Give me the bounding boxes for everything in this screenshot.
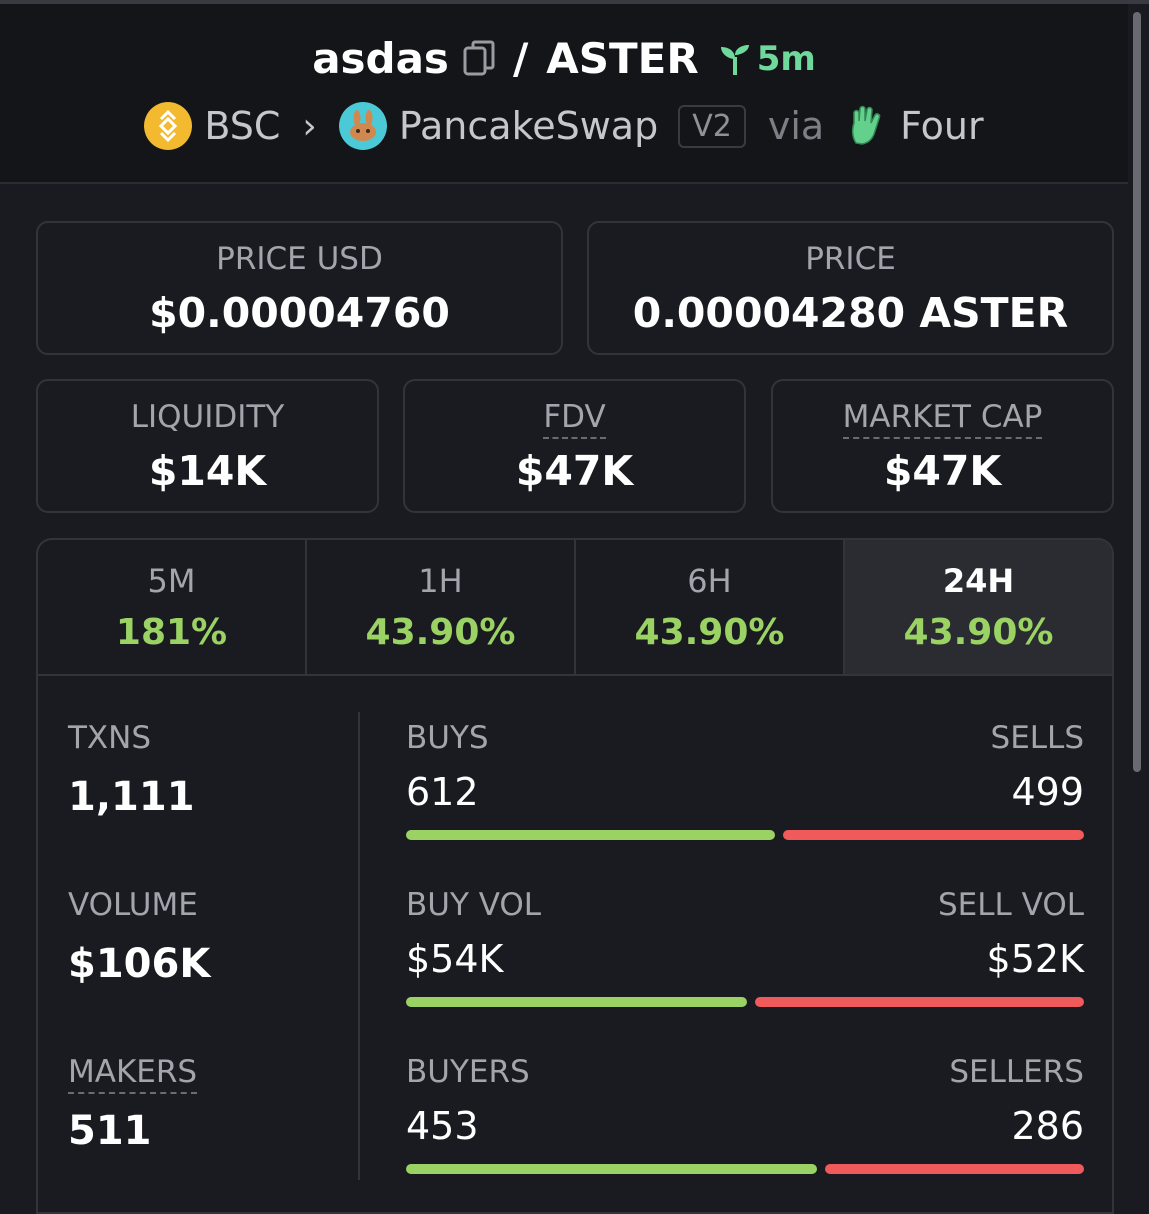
tab-change: 43.90% [903, 612, 1054, 653]
tab-label: 6H [687, 562, 732, 600]
via-label: via [767, 104, 825, 148]
liquidity-label: LIQUIDITY [130, 399, 285, 435]
scrollbar-thumb[interactable] [1133, 12, 1141, 772]
price-native-label: PRICE [805, 241, 896, 277]
sell-vol-value: $52K [986, 937, 1084, 981]
buyers-ratio-bar [406, 1164, 1084, 1174]
bsc-logo-icon [144, 102, 193, 150]
four-logo-icon [846, 105, 886, 147]
sells-label: SELLS [990, 720, 1084, 756]
fdv-card: FDV $47K [403, 379, 746, 513]
sell-vol-label: SELL VOL [938, 887, 1084, 923]
txns-value: 1,111 [68, 774, 195, 820]
volume-split-stat: BUY VOL SELL VOL $54K $52K [406, 887, 1084, 1007]
pair-age-value: 5m [756, 38, 816, 79]
price-usd-card: PRICE USD $0.00004760 [36, 221, 563, 355]
buyers-sellers-stat: BUYERS SELLERS 453 286 [406, 1054, 1084, 1174]
tab-24h[interactable]: 24H 43.90% [845, 540, 1112, 676]
price-native-value: 0.00004280 ASTER [632, 289, 1069, 337]
buyers-label: BUYERS [406, 1054, 530, 1090]
volume-stat: VOLUME $106K [68, 887, 210, 987]
buy-bar-segment [406, 997, 747, 1007]
pair-title: asdas / ASTER 5m [0, 34, 1128, 83]
sells-value: 499 [1011, 770, 1084, 814]
txn-stats-panel: TXNS 1,111 VOLUME $106K MAKERS 511 BUYS … [36, 674, 1114, 1214]
volume-ratio-bar [406, 997, 1084, 1007]
tab-label: 24H [942, 562, 1015, 600]
market-cap-value: $47K [883, 447, 1002, 495]
price-usd-label: PRICE USD [216, 241, 383, 277]
timeframe-tabs: 5M 181% 1H 43.90% 6H 43.90% 24H 43.90% [36, 538, 1114, 676]
top-edge [0, 0, 1149, 4]
buys-label: BUYS [406, 720, 489, 756]
sell-bar-segment [755, 997, 1084, 1007]
buy-bar-segment [406, 1164, 817, 1174]
market-cap-label[interactable]: MARKET CAP [842, 399, 1043, 439]
buy-vol-value: $54K [406, 937, 504, 981]
dex-breadcrumb: BSC › PancakeSwap V2 via Four [0, 102, 1128, 150]
txns-label: TXNS [68, 720, 152, 756]
makers-stat: MAKERS 511 [68, 1054, 198, 1154]
buyers-value: 453 [406, 1104, 479, 1148]
buy-vol-label: BUY VOL [406, 887, 542, 923]
price-native-card: PRICE 0.00004280 ASTER [587, 221, 1114, 355]
stats-divider [358, 712, 360, 1180]
price-usd-value: $0.00004760 [149, 289, 450, 337]
copy-icon[interactable] [463, 40, 497, 78]
pair-separator: / [512, 34, 529, 83]
sprout-icon [720, 44, 749, 75]
tab-change: 43.90% [634, 612, 785, 653]
txns-stat: TXNS 1,111 [68, 720, 195, 820]
buys-sells-ratio-bar [406, 830, 1084, 840]
sell-bar-segment [825, 1164, 1084, 1174]
sell-bar-segment [783, 830, 1084, 840]
tab-1h[interactable]: 1H 43.90% [307, 540, 576, 676]
volume-value: $106K [68, 941, 211, 987]
buys-sells-stat: BUYS SELLS 612 499 [406, 720, 1084, 840]
sellers-value: 286 [1011, 1104, 1084, 1148]
liquidity-value: $14K [148, 447, 267, 495]
tab-6h[interactable]: 6H 43.90% [576, 540, 845, 676]
dex-link[interactable]: PancakeSwap [398, 104, 659, 148]
tab-change: 43.90% [365, 612, 516, 653]
sellers-label: SELLERS [949, 1054, 1084, 1090]
token-symbol: asdas [312, 34, 449, 83]
tab-change: 181% [115, 612, 228, 653]
pancakeswap-logo-icon [338, 102, 387, 150]
pair-header: asdas / ASTER 5m B [0, 4, 1128, 184]
buy-bar-segment [406, 830, 775, 840]
fdv-value: $47K [515, 447, 634, 495]
buys-value: 612 [406, 770, 479, 814]
pair-age: 5m [717, 39, 816, 79]
tab-label: 1H [418, 562, 463, 600]
chain-link[interactable]: BSC [204, 104, 281, 148]
volume-label: VOLUME [68, 887, 198, 923]
version-badge: V2 [678, 104, 746, 148]
makers-value: 511 [68, 1108, 152, 1154]
launchpad-link[interactable]: Four [900, 104, 984, 148]
chevron-right-icon: › [302, 105, 317, 147]
makers-label[interactable]: MAKERS [68, 1054, 198, 1094]
fdv-label[interactable]: FDV [543, 399, 606, 439]
tab-5m[interactable]: 5M 181% [38, 540, 307, 676]
liquidity-card: LIQUIDITY $14K [36, 379, 379, 513]
quote-symbol: ASTER [546, 34, 699, 83]
market-cap-card: MARKET CAP $47K [771, 379, 1114, 513]
tab-label: 5M [147, 562, 196, 600]
